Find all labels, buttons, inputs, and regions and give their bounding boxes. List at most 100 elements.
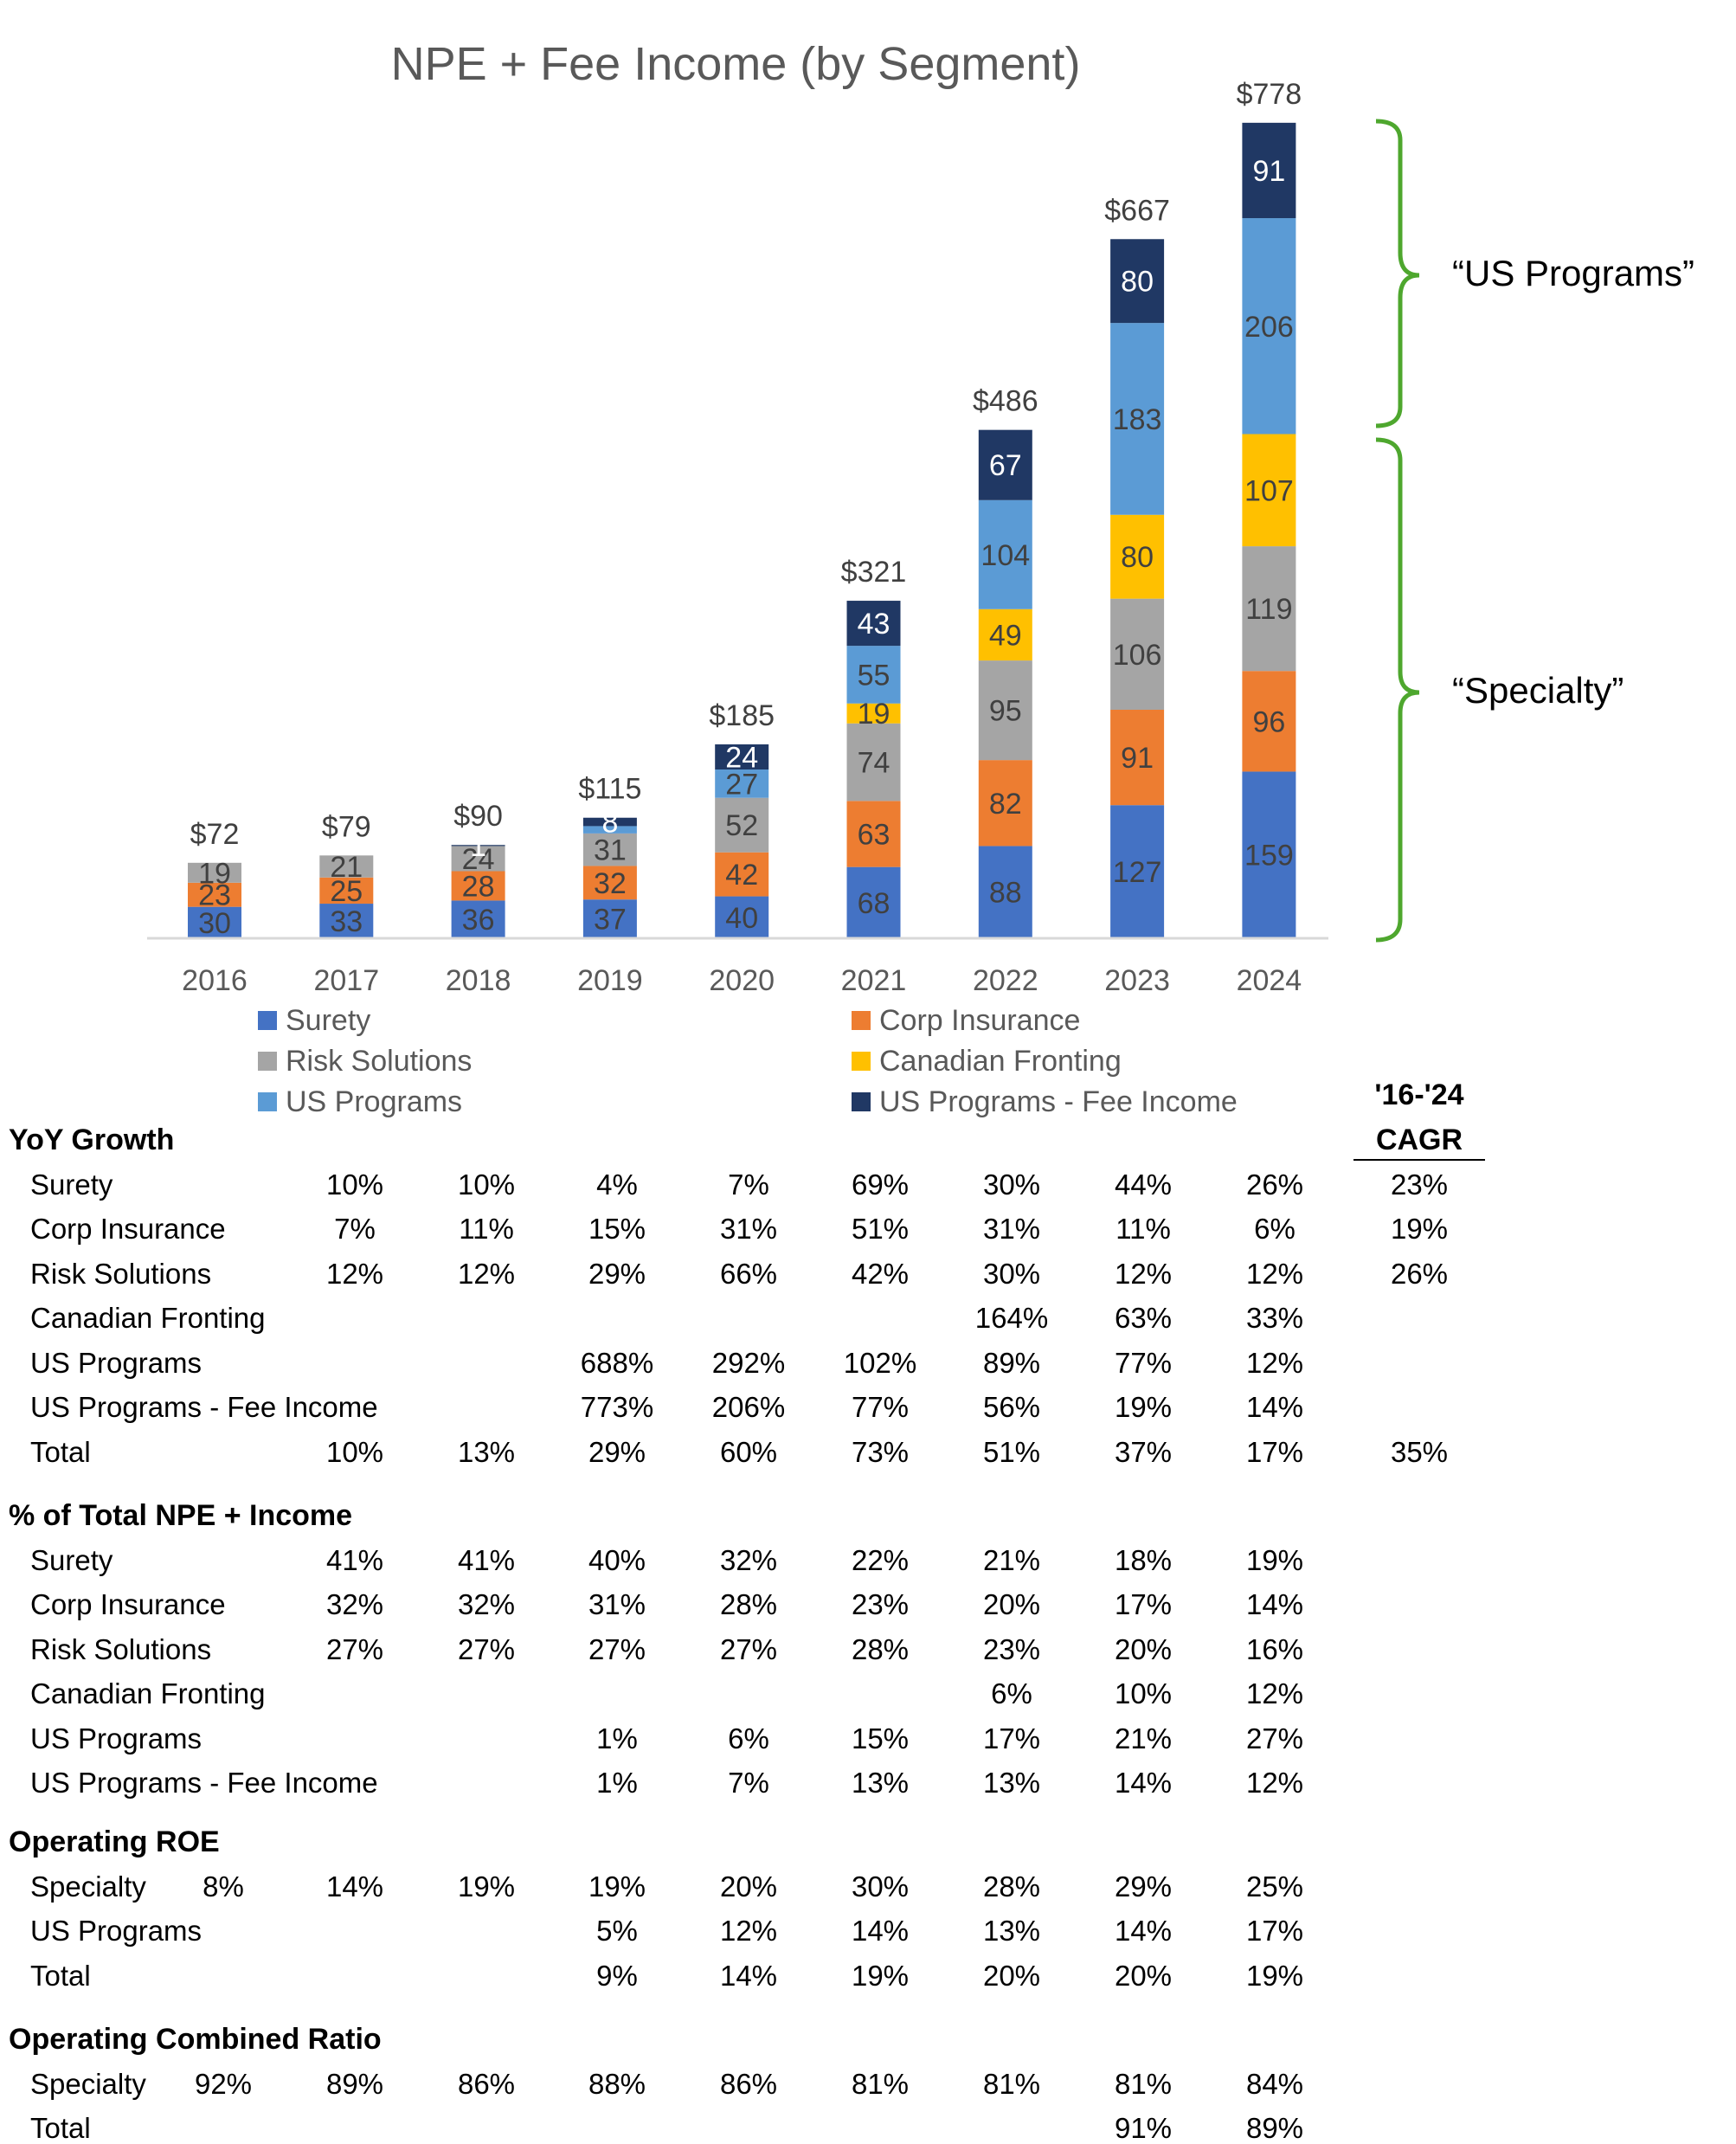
- cell-yoy-growth-total-8: 17%: [1245, 1435, 1304, 1468]
- cell-yoy-growth-us-programs-4: 292%: [711, 1346, 786, 1379]
- bar-us-programs-2024: [1242, 218, 1296, 435]
- data-label-risk-solutions-2024: 119: [1245, 593, 1292, 626]
- cell-operating-roe-total-7: 20%: [1114, 1959, 1173, 1992]
- cell-yoy-growth-us-programs-fee-income-3: 773%: [580, 1391, 654, 1423]
- cell-of-total-npe-income-surety-7: 18%: [1114, 1543, 1173, 1576]
- data-label-risk-solutions-2019: 31: [594, 834, 627, 867]
- data-label-us-programs-fee-income-2024: 91: [1252, 155, 1285, 188]
- cell-yoy-growth-corp-insurance-9: 19%: [1390, 1213, 1449, 1245]
- bar-corp-insurance-2021: [846, 801, 901, 867]
- legend-item-surety: Surety: [258, 1004, 370, 1037]
- total-label-2020: $185: [709, 699, 775, 732]
- data-label-surety-2016: 30: [198, 907, 231, 940]
- data-label-surety-2019: 37: [594, 904, 627, 937]
- stacked-bar-chart: NPE + Fee Income (by Segment) 3023193325…: [147, 38, 1694, 1118]
- cell-yoy-growth-surety-5: 69%: [851, 1168, 910, 1201]
- bar-us-programs-2023: [1110, 323, 1165, 515]
- total-label-2018: $90: [453, 800, 503, 833]
- row-label-of-total-npe-income-risk-solutions: Risk Solutions: [30, 1632, 212, 1665]
- cell-of-total-npe-income-us-programs-3: 1%: [596, 1722, 638, 1754]
- cell-yoy-growth-surety-9: 23%: [1390, 1168, 1449, 1201]
- cagr-header-label: CAGR: [1375, 1124, 1463, 1156]
- legend-item-corp-insurance: Corp Insurance: [852, 1004, 1080, 1037]
- cell-of-total-npe-income-surety-6: 21%: [982, 1543, 1041, 1576]
- legend-swatch-risk-solutions: [258, 1052, 277, 1071]
- bar-risk-solutions-2019: [582, 833, 637, 866]
- bar-us-programs-fee-income-2023: [1110, 239, 1165, 324]
- bar-risk-solutions-2024: [1242, 546, 1296, 672]
- data-label-us-programs-fee-income-2022: 67: [989, 449, 1022, 482]
- total-label-2024: $778: [1237, 78, 1302, 111]
- cagr-underline: [1353, 1159, 1485, 1161]
- bar-surety-2021: [846, 866, 901, 938]
- cell-operating-roe-us-programs-6: 13%: [982, 1915, 1041, 1947]
- data-label-risk-solutions-2016: 19: [198, 857, 231, 890]
- data-label-us-programs-2022: 104: [981, 539, 1030, 572]
- row-label-yoy-growth-total: Total: [30, 1435, 91, 1468]
- cell-of-total-npe-income-surety-1: 41%: [325, 1543, 384, 1576]
- legend-swatch-surety: [258, 1011, 277, 1030]
- row-label-of-total-npe-income-surety: Surety: [30, 1543, 113, 1576]
- total-label-2019: $115: [578, 773, 641, 806]
- bar-surety-2022: [978, 846, 1032, 938]
- legend-item-canadian-fronting: Canadian Fronting: [852, 1045, 1122, 1078]
- cell-yoy-growth-total-6: 51%: [982, 1435, 1041, 1468]
- cell-operating-roe-specialty-8: 25%: [1245, 1870, 1304, 1903]
- cell-of-total-npe-income-corp-insurance-3: 31%: [588, 1588, 646, 1620]
- data-label-risk-solutions-2017: 21: [330, 851, 363, 884]
- cell-operating-combined-ratio-specialty-1: 89%: [325, 2067, 384, 2100]
- cell-operating-roe-us-programs-5: 14%: [851, 1915, 910, 1947]
- cell-yoy-growth-us-programs-7: 77%: [1114, 1346, 1173, 1379]
- row-label-operating-combined-ratio-specialty: Specialty: [30, 2067, 146, 2100]
- x-tick-2023: 2023: [1104, 964, 1170, 997]
- bar-us-programs-fee-income-2019: [582, 817, 637, 827]
- bar-surety-2020: [715, 896, 769, 938]
- data-label-canadian-fronting-2023: 80: [1121, 541, 1154, 574]
- cell-operating-roe-us-programs-7: 14%: [1114, 1915, 1173, 1947]
- legend-item-us-programs: US Programs: [258, 1085, 462, 1118]
- data-label-corp-insurance-2018: 28: [462, 870, 495, 903]
- bar-us-programs-2020: [715, 769, 769, 798]
- cell-of-total-npe-income-surety-2: 41%: [457, 1543, 516, 1576]
- total-label-2023: $667: [1104, 194, 1170, 227]
- cell-yoy-growth-us-programs-6: 89%: [982, 1346, 1041, 1379]
- data-label-corp-insurance-2019: 32: [594, 867, 627, 900]
- cell-operating-roe-specialty-7: 29%: [1114, 1870, 1173, 1903]
- us-programs-annotation: “US Programs”: [1452, 253, 1694, 293]
- bar-corp-insurance-2020: [715, 852, 769, 897]
- legend-label-us-programs: US Programs: [286, 1085, 462, 1118]
- row-label-of-total-npe-income-canadian-fronting: Canadian Fronting: [30, 1677, 266, 1709]
- bar-corp-insurance-2024: [1242, 671, 1296, 772]
- bar-canadian-fronting-2021: [846, 703, 901, 724]
- data-label-us-programs-2024: 206: [1244, 311, 1294, 344]
- cell-of-total-npe-income-surety-3: 40%: [588, 1543, 646, 1576]
- data-label-corp-insurance-2022: 82: [989, 788, 1022, 821]
- cell-operating-roe-total-3: 9%: [596, 1959, 638, 1992]
- cell-yoy-growth-risk-solutions-8: 12%: [1245, 1257, 1304, 1290]
- section-title-of-total-npe-income: % of Total NPE + Income: [9, 1499, 353, 1532]
- cell-yoy-growth-risk-solutions-3: 29%: [588, 1257, 646, 1290]
- cell-operating-combined-ratio-specialty-2: 86%: [457, 2067, 516, 2100]
- cell-yoy-growth-total-5: 73%: [851, 1435, 910, 1468]
- bar-us-programs-fee-income-2022: [978, 429, 1032, 500]
- row-label-of-total-npe-income-us-programs-fee-income: US Programs - Fee Income: [30, 1767, 378, 1799]
- cell-yoy-growth-risk-solutions-9: 26%: [1390, 1257, 1449, 1290]
- cell-yoy-growth-surety-6: 30%: [982, 1168, 1041, 1201]
- cell-operating-roe-total-8: 19%: [1245, 1959, 1304, 1992]
- cell-of-total-npe-income-risk-solutions-6: 23%: [982, 1632, 1041, 1665]
- cell-of-total-npe-income-canadian-fronting-6: 6%: [991, 1677, 1032, 1709]
- cell-operating-combined-ratio-specialty-8: 84%: [1245, 2067, 1304, 2100]
- bar-canadian-fronting-2024: [1242, 434, 1296, 547]
- bar-surety-2017: [319, 904, 374, 938]
- cell-operating-combined-ratio-total-7: 91%: [1114, 2112, 1173, 2144]
- cell-of-total-npe-income-corp-insurance-4: 28%: [719, 1588, 778, 1620]
- legend-item-risk-solutions: Risk Solutions: [258, 1045, 472, 1078]
- cell-yoy-growth-total-3: 29%: [588, 1435, 646, 1468]
- bar-us-programs-2021: [846, 646, 901, 704]
- cell-yoy-growth-us-programs-8: 12%: [1245, 1346, 1304, 1379]
- cell-operating-combined-ratio-total-8: 89%: [1245, 2112, 1304, 2144]
- cell-of-total-npe-income-us-programs-fee-income-8: 12%: [1245, 1767, 1304, 1799]
- cell-yoy-growth-us-programs-3: 688%: [580, 1346, 654, 1379]
- cell-operating-roe-us-programs-4: 12%: [719, 1915, 778, 1947]
- x-tick-labels: 2016 2017 2018 2019 2020 2021 2022 2023 2024: [182, 964, 1302, 997]
